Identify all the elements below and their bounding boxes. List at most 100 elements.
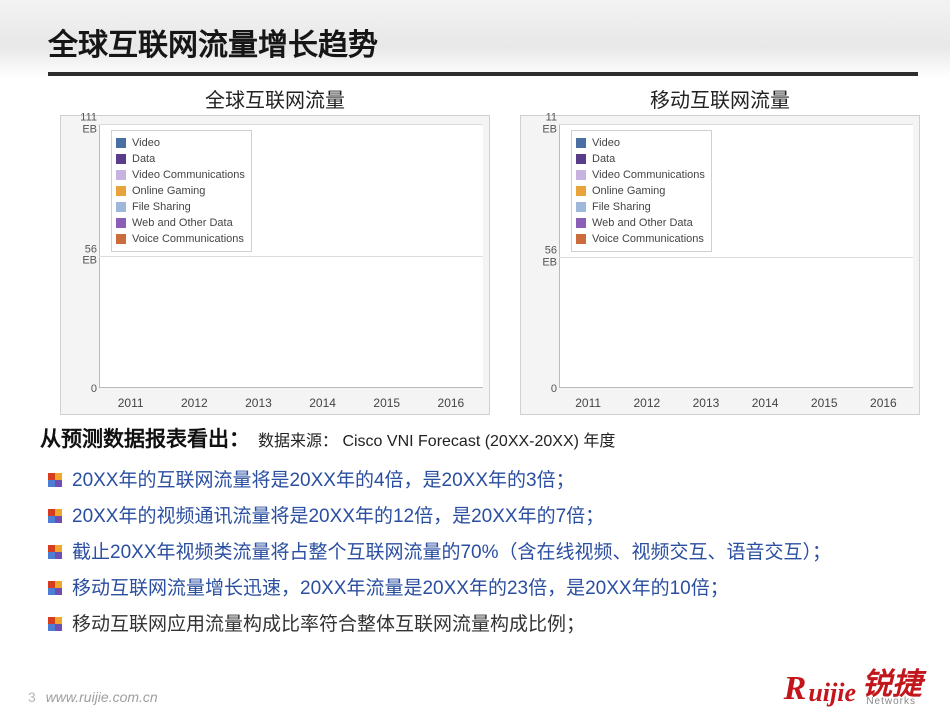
bullet-item: 20XX年的互联网流量将是20XX年的4倍，是20XX年的3倍； xyxy=(48,463,910,499)
legend-swatch xyxy=(576,186,586,196)
chart-left-legend: VideoDataVideo CommunicationsOnline Gami… xyxy=(111,130,252,252)
legend-item: Web and Other Data xyxy=(116,215,245,231)
legend-label: Voice Communications xyxy=(132,231,244,247)
page-title: 全球互联网流量增长趋势 xyxy=(48,20,950,64)
title-band: 全球互联网流量增长趋势 xyxy=(0,0,950,78)
page-number: 3 xyxy=(28,689,36,705)
legend-item: Video xyxy=(576,135,705,151)
legend-label: Video Communications xyxy=(132,167,245,183)
summary-block: 从预测数据报表看出： 数据来源： Cisco VNI Forecast (20X… xyxy=(0,415,950,643)
bullet-text: 移动互联网应用流量构成比率符合整体互联网流量构成比例； xyxy=(72,607,585,643)
legend-swatch xyxy=(116,234,126,244)
chart-right-frame: VideoDataVideo CommunicationsOnline Gami… xyxy=(520,115,920,415)
bullet-text: 20XX年的互联网流量将是20XX年的4倍，是20XX年的3倍； xyxy=(72,463,575,499)
legend-swatch xyxy=(116,138,126,148)
logo-sub: Networks xyxy=(866,696,916,707)
y-tick-label: 56 EB xyxy=(63,244,97,267)
gridline xyxy=(559,257,913,258)
legend-swatch xyxy=(576,138,586,148)
summary-source: 数据来源： Cisco VNI Forecast (20XX-20XX) 年度 xyxy=(258,427,615,451)
legend-item: Video Communications xyxy=(576,167,705,183)
chart-left-frame: VideoDataVideo CommunicationsOnline Gami… xyxy=(60,115,490,415)
x-tick-label: 2014 xyxy=(309,396,336,410)
bullet-icon xyxy=(48,509,62,523)
y-tick-label: 111 EB xyxy=(63,112,97,135)
chart-left-xticks: 2011 2012 2013 2014 2015 2016 xyxy=(99,396,483,410)
bullet-item: 20XX年的视频通讯流量将是20XX年的12倍，是20XX年的7倍； xyxy=(48,499,910,535)
bullet-item: 移动互联网流量增长迅速，20XX年流量是20XX年的23倍，是20XX年的10倍… xyxy=(48,571,910,607)
legend-item: File Sharing xyxy=(576,199,705,215)
chart-right-legend: VideoDataVideo CommunicationsOnline Gami… xyxy=(571,130,712,252)
legend-item: Video Communications xyxy=(116,167,245,183)
legend-swatch xyxy=(116,170,126,180)
legend-swatch xyxy=(116,154,126,164)
legend-label: Video xyxy=(132,135,160,151)
legend-label: Data xyxy=(592,151,615,167)
x-tick-label: 2011 xyxy=(118,396,144,410)
title-underline xyxy=(48,72,918,76)
y-tick-label: 0 xyxy=(63,384,97,396)
logo-rest: uijie xyxy=(808,682,856,703)
legend-label: Online Gaming xyxy=(592,183,665,199)
legend-item: Video xyxy=(116,135,245,151)
footer-url: www.ruijie.com.cn xyxy=(46,689,158,705)
legend-swatch xyxy=(576,234,586,244)
legend-item: Data xyxy=(116,151,245,167)
bullet-list: 20XX年的互联网流量将是20XX年的4倍，是20XX年的3倍；20XX年的视频… xyxy=(40,463,910,643)
legend-item: Voice Communications xyxy=(116,231,245,247)
legend-swatch xyxy=(576,218,586,228)
y-tick-label: 11 EB xyxy=(523,112,557,135)
y-tick-label: 0 xyxy=(523,384,557,396)
legend-swatch xyxy=(576,170,586,180)
x-tick-label: 2016 xyxy=(438,396,465,410)
summary-head: 从预测数据报表看出： 数据来源： Cisco VNI Forecast (20X… xyxy=(40,423,910,453)
x-tick-label: 2013 xyxy=(245,396,272,410)
logo: R uijie 锐捷 Networks xyxy=(784,659,922,703)
gridline xyxy=(99,256,483,257)
legend-label: Web and Other Data xyxy=(592,215,693,231)
legend-item: Online Gaming xyxy=(576,183,705,199)
legend-swatch xyxy=(576,154,586,164)
x-tick-label: 2012 xyxy=(181,396,208,410)
legend-swatch xyxy=(116,218,126,228)
legend-swatch xyxy=(576,202,586,212)
x-tick-label: 2014 xyxy=(752,396,779,410)
legend-label: Video Communications xyxy=(592,167,705,183)
y-tick-label: 56 EB xyxy=(523,245,557,268)
footer: 3 www.ruijie.com.cn xyxy=(28,689,158,705)
legend-swatch xyxy=(116,186,126,196)
legend-item: Voice Communications xyxy=(576,231,705,247)
legend-swatch xyxy=(116,202,126,212)
x-tick-label: 2016 xyxy=(870,396,897,410)
chart-left-title: 全球互联网流量 xyxy=(60,84,490,113)
legend-label: Web and Other Data xyxy=(132,215,233,231)
bullet-icon xyxy=(48,545,62,559)
summary-lead: 从预测数据报表看出： xyxy=(40,423,250,453)
legend-label: File Sharing xyxy=(132,199,191,215)
gridline xyxy=(99,124,483,125)
legend-label: File Sharing xyxy=(592,199,651,215)
bullet-text: 移动互联网流量增长迅速，20XX年流量是20XX年的23倍，是20XX年的10倍… xyxy=(72,571,729,607)
legend-label: Video xyxy=(592,135,620,151)
x-tick-label: 2013 xyxy=(693,396,720,410)
legend-label: Online Gaming xyxy=(132,183,205,199)
legend-item: Online Gaming xyxy=(116,183,245,199)
legend-item: Data xyxy=(576,151,705,167)
legend-label: Data xyxy=(132,151,155,167)
legend-item: Web and Other Data xyxy=(576,215,705,231)
chart-left: 全球互联网流量 VideoDataVideo CommunicationsOnl… xyxy=(60,84,490,415)
bullet-text: 截止20XX年视频类流量将占整个互联网流量的70%（含在线视频、视频交互、语音交… xyxy=(72,535,831,571)
charts-row: 全球互联网流量 VideoDataVideo CommunicationsOnl… xyxy=(0,78,950,415)
bullet-text: 20XX年的视频通讯流量将是20XX年的12倍，是20XX年的7倍； xyxy=(72,499,604,535)
legend-item: File Sharing xyxy=(116,199,245,215)
logo-R: R xyxy=(784,675,807,703)
bullet-item: 截止20XX年视频类流量将占整个互联网流量的70%（含在线视频、视频交互、语音交… xyxy=(48,535,910,571)
legend-label: Voice Communications xyxy=(592,231,704,247)
x-tick-label: 2015 xyxy=(373,396,400,410)
chart-right: 移动互联网流量 VideoDataVideo CommunicationsOnl… xyxy=(520,84,920,415)
bullet-icon xyxy=(48,581,62,595)
x-tick-label: 2015 xyxy=(811,396,838,410)
gridline xyxy=(559,124,913,125)
chart-right-title: 移动互联网流量 xyxy=(520,84,920,113)
x-tick-label: 2012 xyxy=(633,396,660,410)
